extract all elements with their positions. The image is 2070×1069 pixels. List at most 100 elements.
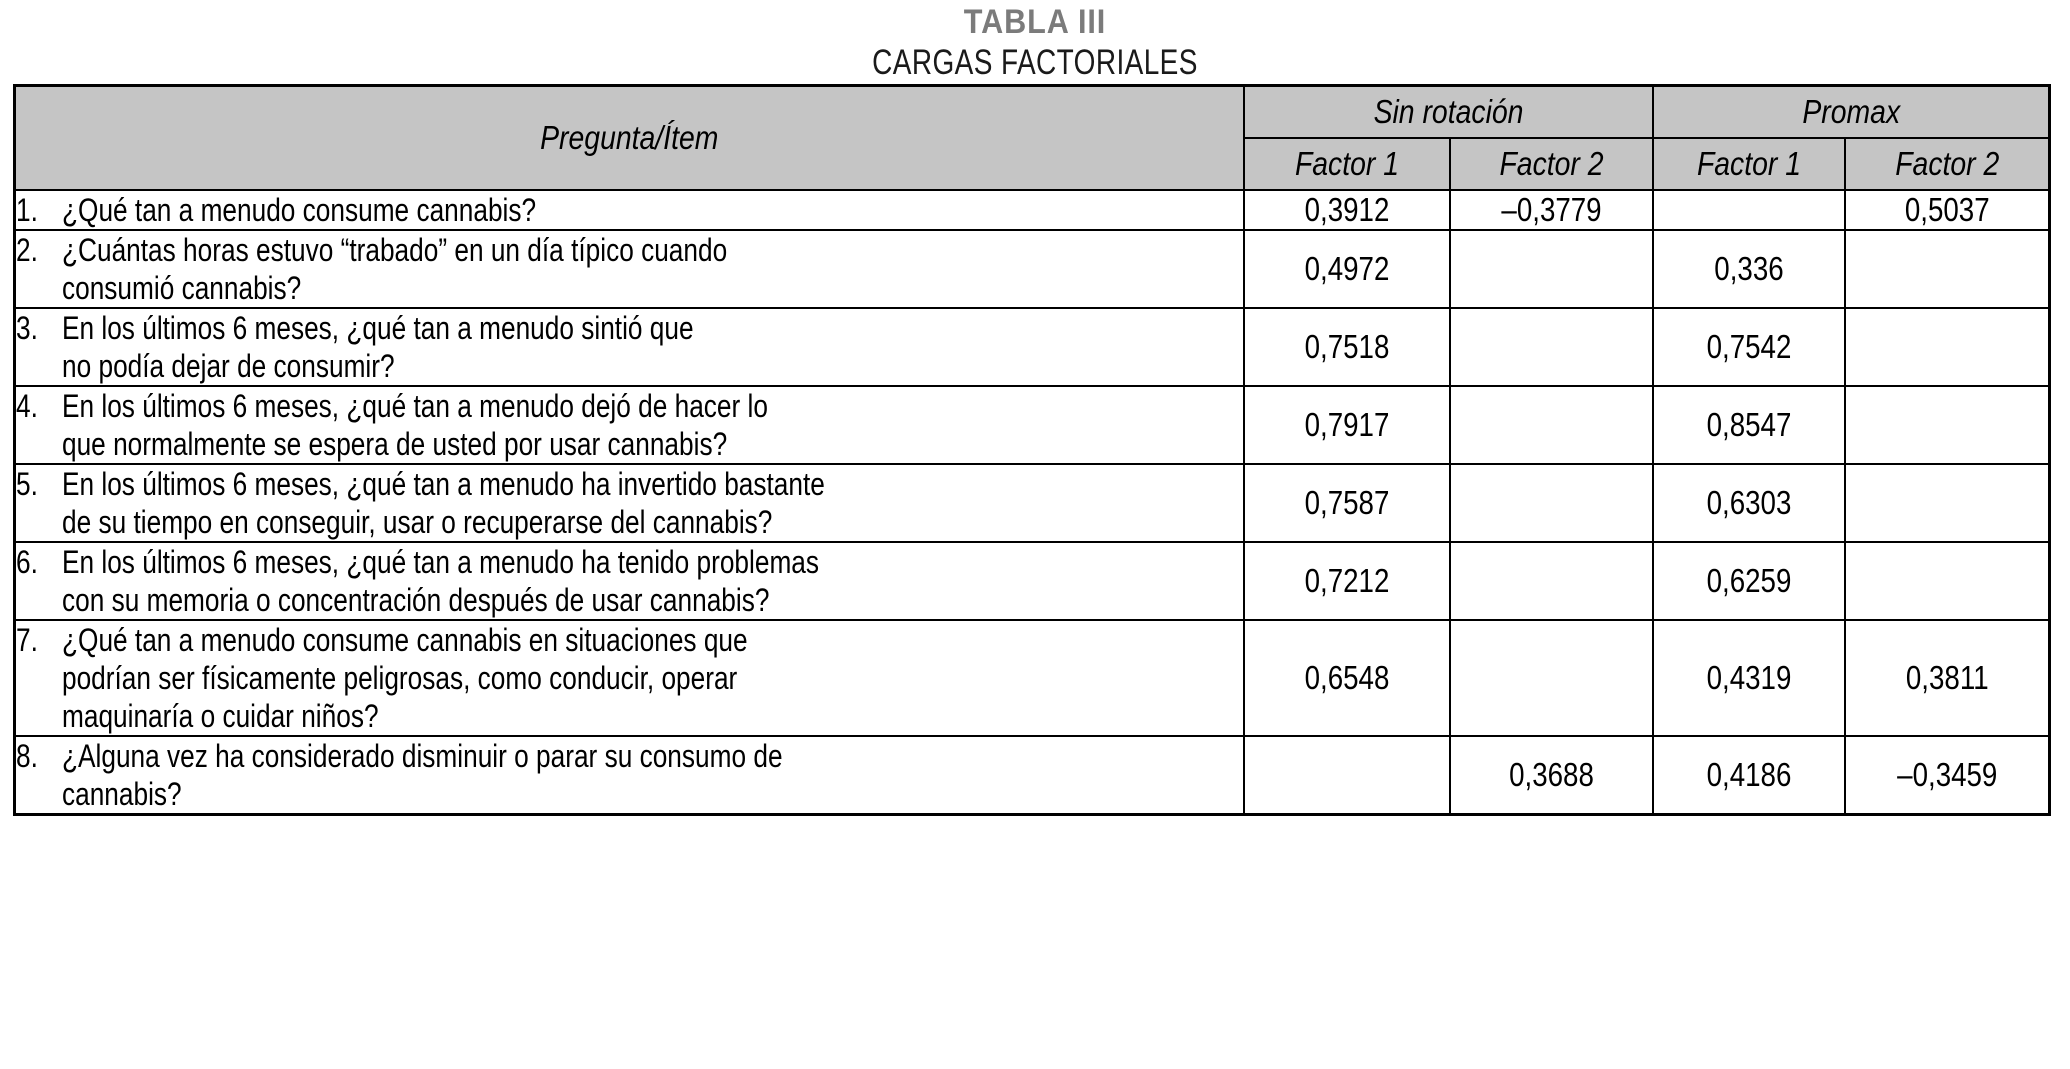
loading-value: 0,336 bbox=[1713, 249, 1784, 287]
value-sin-rotacion-factor-2 bbox=[1448, 384, 1654, 465]
value-sin-rotacion-factor-2 bbox=[1448, 306, 1654, 387]
value-sin-rotacion-factor-1: 0,6548 bbox=[1242, 618, 1451, 737]
question-text: ¿Alguna vez ha considerado disminuir o p… bbox=[62, 737, 783, 812]
value-promax-factor-2 bbox=[1843, 384, 2051, 465]
question-text: ¿Cuántas horas estuvo “trabado” en un dí… bbox=[62, 231, 728, 306]
table-row: 1. ¿Qué tan a menudo consume cannabis? 0,3… bbox=[13, 188, 2051, 231]
value-sin-rotacion-factor-1: 0,7587 bbox=[1242, 462, 1451, 543]
question-text: En los últimos 6 meses, ¿qué tan a menud… bbox=[62, 543, 820, 618]
loading-value: 0,6259 bbox=[1706, 561, 1791, 599]
loading-value: 0,3912 bbox=[1304, 190, 1389, 228]
table-body: 1. ¿Qué tan a menudo consume cannabis? 0,3… bbox=[13, 188, 2051, 815]
table-row: 6. En los últimos 6 meses, ¿qué tan a men… bbox=[13, 540, 2051, 621]
value-sin-rotacion-factor-2: 0,3688 bbox=[1448, 734, 1654, 815]
question-number: 7. bbox=[16, 621, 38, 658]
value-sin-rotacion-factor-1: 0,7917 bbox=[1242, 384, 1451, 465]
loading-value: 0,7518 bbox=[1304, 327, 1389, 365]
question-number: 2. bbox=[16, 231, 38, 268]
factor-loadings-table: Pregunta/Ítem Sin rotación Promax Factor… bbox=[13, 84, 2052, 816]
question-number: 4. bbox=[16, 387, 38, 424]
loading-value: 0,7587 bbox=[1304, 483, 1389, 521]
loading-value: 0,7212 bbox=[1304, 561, 1389, 599]
value-sin-rotacion-factor-1: 0,7518 bbox=[1242, 306, 1451, 387]
loading-value: –0,3459 bbox=[1896, 755, 1997, 793]
question-cell: 4. En los últimos 6 meses, ¿qué tan a men… bbox=[13, 384, 1245, 465]
question-text: En los últimos 6 meses, ¿qué tan a menud… bbox=[62, 465, 825, 540]
header-promax-factor-1: Factor 1 bbox=[1651, 136, 1846, 191]
loading-value: –0,3779 bbox=[1500, 190, 1602, 228]
loading-value: 0,8547 bbox=[1706, 405, 1791, 443]
question-number: 1. bbox=[16, 191, 38, 228]
value-promax-factor-2: 0,3811 bbox=[1843, 618, 2051, 737]
table-head: Pregunta/Ítem Sin rotación Promax Factor… bbox=[13, 84, 2051, 191]
table-row: 5. En los últimos 6 meses, ¿qué tan a men… bbox=[13, 462, 2051, 543]
question-cell: 3. En los últimos 6 meses, ¿qué tan a men… bbox=[13, 306, 1245, 387]
table-row: 3. En los últimos 6 meses, ¿qué tan a men… bbox=[13, 306, 2051, 387]
question-cell: 2. ¿Cuántas horas estuvo “trabado” en un … bbox=[13, 228, 1245, 309]
value-promax-factor-1: 0,4186 bbox=[1651, 734, 1846, 815]
question-number: 6. bbox=[16, 543, 38, 580]
loading-value: 0,3688 bbox=[1508, 755, 1594, 793]
table-row: 8. ¿Alguna vez ha considerado disminuir o… bbox=[13, 734, 2051, 815]
table-title-block: TABLA III CARGAS FACTORIALES bbox=[0, 0, 2070, 84]
value-promax-factor-1: 0,8547 bbox=[1651, 384, 1846, 465]
question-text: ¿Qué tan a menudo consume cannabis? bbox=[62, 191, 537, 228]
value-sin-rotacion-factor-1 bbox=[1242, 734, 1451, 815]
table-row: 7. ¿Qué tan a menudo consume cannabis en … bbox=[13, 618, 2051, 737]
table-row: 4. En los últimos 6 meses, ¿qué tan a men… bbox=[13, 384, 2051, 465]
value-promax-factor-2: –0,3459 bbox=[1843, 734, 2051, 815]
header-sin-rotacion-factor-2: Factor 2 bbox=[1448, 136, 1654, 191]
header-row-subheaders: Factor 1 Factor 2 Factor 1 Factor 2 bbox=[15, 136, 2051, 191]
question-number: 3. bbox=[16, 309, 38, 346]
header-sin-rotacion-factor-1: Factor 1 bbox=[1242, 136, 1451, 191]
loading-value: 0,6303 bbox=[1706, 483, 1791, 521]
value-promax-factor-1: 0,6259 bbox=[1651, 540, 1846, 621]
value-promax-factor-2: 0,5037 bbox=[1843, 188, 2051, 231]
value-promax-factor-1: 0,336 bbox=[1651, 228, 1846, 309]
table-row: 2. ¿Cuántas horas estuvo “trabado” en un … bbox=[13, 228, 2051, 309]
question-text: En los últimos 6 meses, ¿qué tan a menud… bbox=[62, 387, 768, 462]
question-number: 8. bbox=[16, 737, 38, 774]
question-cell: 7. ¿Qué tan a menudo consume cannabis en … bbox=[13, 618, 1245, 737]
loading-value: 0,7917 bbox=[1304, 405, 1389, 443]
question-text: En los últimos 6 meses, ¿qué tan a menud… bbox=[62, 309, 694, 384]
value-promax-factor-1: 0,7542 bbox=[1651, 306, 1846, 387]
header-row-groups: Pregunta/Ítem Sin rotación Promax bbox=[13, 84, 2051, 191]
value-promax-factor-1: 0,4319 bbox=[1651, 618, 1846, 737]
value-promax-factor-2 bbox=[1843, 228, 2051, 309]
question-number: 5. bbox=[16, 465, 38, 502]
value-sin-rotacion-factor-2 bbox=[1448, 462, 1654, 543]
header-group-sin-rotacion: Sin rotación bbox=[1242, 84, 1654, 139]
question-cell: 1. ¿Qué tan a menudo consume cannabis? bbox=[13, 188, 1245, 231]
value-promax-factor-2 bbox=[1843, 462, 2051, 543]
factor-loadings-table-wrapper: Pregunta/Ítem Sin rotación Promax Factor… bbox=[13, 84, 2052, 816]
value-promax-factor-1 bbox=[1651, 188, 1846, 231]
value-sin-rotacion-factor-2 bbox=[1448, 228, 1654, 309]
value-sin-rotacion-factor-1: 0,4972 bbox=[1242, 228, 1451, 309]
value-sin-rotacion-factor-1: 0,3912 bbox=[1242, 188, 1451, 231]
question-cell: 8. ¿Alguna vez ha considerado disminuir o… bbox=[13, 734, 1245, 815]
loading-value: 0,4319 bbox=[1706, 658, 1791, 696]
question-cell: 5. En los últimos 6 meses, ¿qué tan a men… bbox=[13, 462, 1245, 543]
value-sin-rotacion-factor-2: –0,3779 bbox=[1448, 188, 1654, 231]
loading-value: 0,5037 bbox=[1904, 190, 1990, 228]
value-sin-rotacion-factor-1: 0,7212 bbox=[1242, 540, 1451, 621]
loading-value: 0,4186 bbox=[1706, 755, 1791, 793]
table-number-title: TABLA III bbox=[963, 3, 1107, 41]
question-cell: 6. En los últimos 6 meses, ¿qué tan a men… bbox=[13, 540, 1245, 621]
question-text: ¿Qué tan a menudo consume cannabis en si… bbox=[62, 621, 748, 734]
value-sin-rotacion-factor-2 bbox=[1448, 618, 1654, 737]
loading-value: 0,7542 bbox=[1706, 327, 1791, 365]
value-sin-rotacion-factor-2 bbox=[1448, 540, 1654, 621]
loading-value: 0,3811 bbox=[1905, 658, 1989, 696]
header-promax-factor-2: Factor 2 bbox=[1843, 136, 2051, 191]
value-promax-factor-1: 0,6303 bbox=[1651, 462, 1846, 543]
value-promax-factor-2 bbox=[1843, 306, 2051, 387]
header-group-promax: Promax bbox=[1651, 84, 2051, 139]
header-question-column: Pregunta/Ítem bbox=[13, 84, 1245, 191]
loading-value: 0,6548 bbox=[1304, 658, 1389, 696]
table-caption-title: CARGAS FACTORIALES bbox=[872, 43, 1198, 82]
value-promax-factor-2 bbox=[1843, 540, 2051, 621]
loading-value: 0,4972 bbox=[1304, 249, 1389, 287]
